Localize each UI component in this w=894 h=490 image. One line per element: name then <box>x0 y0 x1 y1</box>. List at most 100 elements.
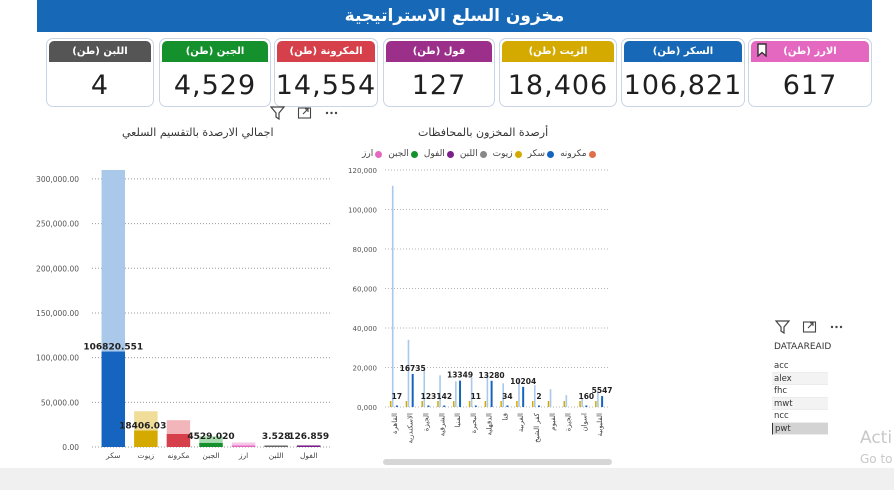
kpi-sugar-value: 106,821 <box>623 70 743 101</box>
y-tick-label: 250,000.00 <box>36 220 79 229</box>
bar-2 <box>166 433 191 447</box>
data-label: 106820.551 <box>83 343 143 353</box>
y-tick-label: 200,000.00 <box>36 264 79 273</box>
slicer-item-fhc[interactable]: fhc <box>772 385 828 398</box>
governorate-bar-oil <box>405 401 408 407</box>
kpi-rice-label: الارز (طن) <box>751 41 869 62</box>
governorate-chart-legend: مكرونه سكر زيوت اللبن الفول الجبن ارز <box>362 149 596 159</box>
filter-icon[interactable] <box>270 106 285 120</box>
kpi-pasta-value: 14,554 <box>275 70 377 101</box>
kpi-pasta-label: المكرونة (طن) <box>277 41 375 62</box>
bookmark-icon[interactable] <box>757 43 767 57</box>
bar-1 <box>134 430 158 447</box>
slicer-item-pwt[interactable]: pwt <box>772 422 828 435</box>
x-tick-label: قنا <box>501 413 509 421</box>
governorate-bar-light <box>518 379 520 407</box>
slicer-item-mwt[interactable]: mwt <box>772 397 828 410</box>
y-tick-label: 100,000.00 <box>36 354 79 363</box>
data-label: 11 <box>471 392 481 401</box>
kpi-pasta[interactable]: المكرونة (طن) 14,554 <box>274 38 378 107</box>
x-tick-label: القاهرة <box>391 413 399 434</box>
data-label: 13349 <box>447 371 473 380</box>
more-options-icon[interactable] <box>829 320 844 334</box>
legend-dot <box>446 150 454 158</box>
kpi-milk[interactable]: اللبن (طن) 4 <box>46 38 154 107</box>
kpi-oil-label: الزيت (طن) <box>502 41 614 62</box>
legend-item[interactable]: الجبن <box>388 149 418 159</box>
kpi-milk-value: 4 <box>90 70 110 101</box>
legend-item[interactable]: ارز <box>362 149 383 159</box>
kpi-oil-value: 18,406 <box>507 70 609 101</box>
governorate-bar-light <box>502 383 504 407</box>
x-tick-label: كفر الشيخ <box>533 412 541 443</box>
y-tick-label: 20,000 <box>353 365 378 373</box>
legend-item[interactable]: الفول <box>424 149 454 159</box>
legend-item[interactable]: اللبن <box>460 149 487 159</box>
legend-item[interactable]: مكرونه <box>560 149 596 159</box>
y-tick-label: 80,000 <box>353 246 378 254</box>
kpi-oil[interactable]: الزيت (طن) 18,406 <box>499 38 617 107</box>
x-tick-label: مكرونه <box>167 451 189 460</box>
data-label: 160 <box>578 392 594 401</box>
governorate-bar-sugar <box>395 405 398 407</box>
y-tick-label: 300,000.00 <box>36 175 79 184</box>
slicer-item-acc[interactable]: acc <box>772 360 828 373</box>
governorate-bar-light <box>486 376 489 407</box>
governorate-bar-sugar <box>506 405 509 407</box>
data-label: 4529.020 <box>187 432 234 442</box>
legend-item[interactable]: زيوت <box>493 149 522 159</box>
governorate-bar-light <box>423 369 426 407</box>
kpi-row: اللبن (طن) 4 الجبن (طن) 4,529 المكرونة (… <box>0 38 894 108</box>
governorate-bar-oil <box>484 401 487 407</box>
governorate-bar-sugar <box>585 405 588 407</box>
kpi-rice-value: 617 <box>782 70 838 101</box>
bar-4 <box>231 445 256 447</box>
x-tick-label: الفول <box>300 451 318 460</box>
x-tick-label: الغربية <box>517 413 525 432</box>
legend-label: الفول <box>423 149 445 159</box>
focus-mode-icon[interactable] <box>297 106 312 120</box>
legend-item[interactable]: سكر <box>528 149 555 159</box>
slicer-header-toolbar <box>775 320 844 334</box>
x-tick-label: الشرقية <box>438 413 446 436</box>
kpi-cheese-value: 4,529 <box>173 70 257 101</box>
slicer-item-ncc[interactable]: ncc <box>772 410 828 423</box>
legend-dot <box>479 150 487 158</box>
x-tick-label: البحيرة <box>470 413 478 433</box>
governorate-bar-sugar <box>474 405 477 407</box>
legend-dot <box>547 150 555 158</box>
data-label: 13280 <box>479 371 505 380</box>
chart-horizontal-scrollbar[interactable] <box>383 459 612 465</box>
filter-icon[interactable] <box>775 320 790 334</box>
governorate-bar-oil <box>389 401 392 407</box>
governorate-bar-oil <box>547 401 550 407</box>
governorate-bar-oil <box>437 401 439 407</box>
kpi-sugar[interactable]: السكر (طن) 106,821 <box>621 38 745 107</box>
x-tick-label: اسوان <box>580 413 588 432</box>
y-tick-label: 60,000 <box>353 286 378 294</box>
commodity-chart-title: اجمالي الارصدة بالتقسيم السلعي <box>122 126 274 139</box>
slicer-item-alex[interactable]: alex <box>772 372 828 385</box>
x-tick-label: زيوت <box>138 451 155 460</box>
data-label: 3.528 <box>262 432 290 442</box>
y-tick-label: 50,000.00 <box>41 398 79 407</box>
slicer-list: acc alex fhc mwt ncc pwt <box>772 360 828 435</box>
governorate-bar-oil <box>595 401 597 407</box>
kpi-rice[interactable]: الارز (طن) 617 <box>748 38 872 107</box>
governorate-bar-oil <box>468 401 471 407</box>
governorate-bar-sugar <box>490 380 493 407</box>
bar-3 <box>199 442 223 447</box>
slicer-title: DATAAREAID <box>774 342 832 352</box>
more-options-icon[interactable] <box>324 106 339 120</box>
kpi-beans[interactable]: فول (طن) 127 <box>383 38 495 107</box>
kpi-cheese-label: الجبن (طن) <box>162 41 268 62</box>
legend-label: الجبن <box>388 149 409 159</box>
kpi-cheese[interactable]: الجبن (طن) 4,529 <box>159 38 271 107</box>
data-label: 5547 <box>592 386 613 395</box>
governorate-bar-sugar <box>411 373 414 407</box>
data-label: 17 <box>392 392 402 401</box>
x-tick-label: الجيزة <box>422 413 430 431</box>
y-tick-label: 120,000 <box>348 167 377 175</box>
kpi-beans-value: 127 <box>411 70 467 101</box>
focus-mode-icon[interactable] <box>802 320 817 334</box>
